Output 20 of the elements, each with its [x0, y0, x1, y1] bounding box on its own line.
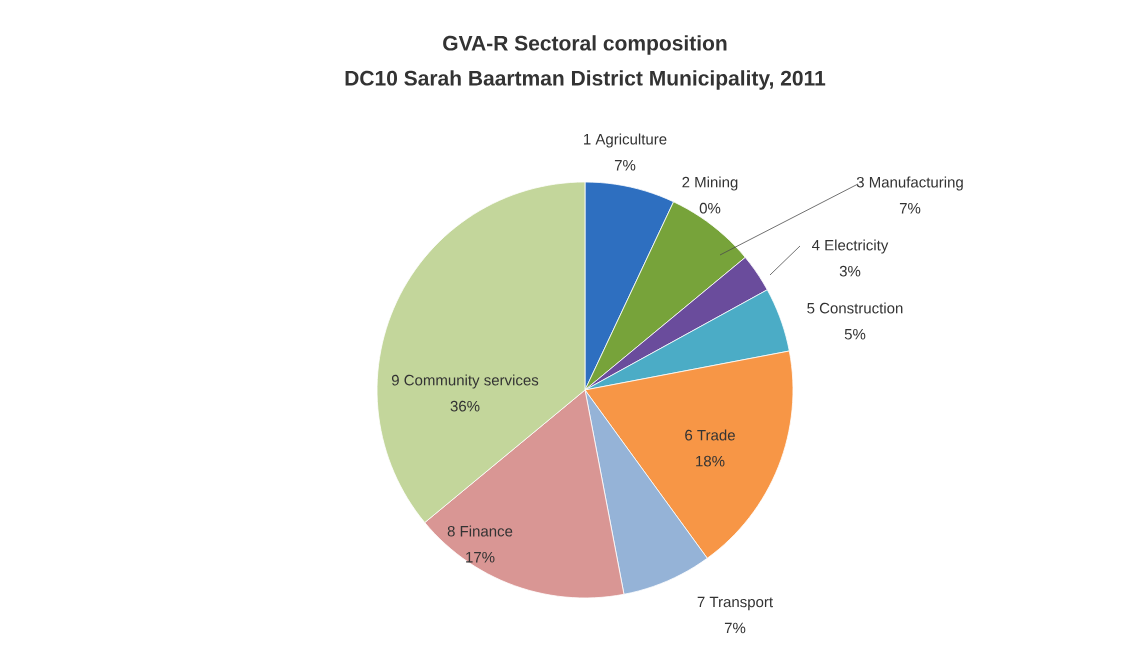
slice-label: 4 Electricity	[812, 239, 889, 254]
data-label: 3%	[839, 265, 861, 277]
data-label: 7%	[614, 159, 636, 171]
slice-label: 1 Agriculture	[584, 133, 667, 148]
slice-label: 7 Transport	[697, 596, 773, 611]
slice-label: 9 Community services	[391, 374, 539, 389]
text: 0%	[699, 202, 721, 214]
data-label: 5%	[844, 328, 866, 340]
slice-label: 5 Construction	[807, 302, 903, 314]
slice-label: 3 Manufacturing	[856, 176, 963, 191]
data-label: 7%	[899, 202, 921, 214]
chart-subtitle: DC10 Sarah Baartman District Municipality, 2011	[345, 70, 826, 90]
data-label: 36%	[450, 400, 480, 412]
slice-label: 6 Trade	[685, 429, 735, 441]
slice-label: 8 Finance	[447, 525, 513, 537]
data-label: 17%	[466, 551, 495, 563]
data-label: 7%	[724, 622, 746, 634]
chart-title: GVA-R Sectoral composition	[443, 35, 727, 55]
data-label: 18%	[696, 455, 725, 467]
category-label: 2 Mining	[682, 176, 738, 191]
